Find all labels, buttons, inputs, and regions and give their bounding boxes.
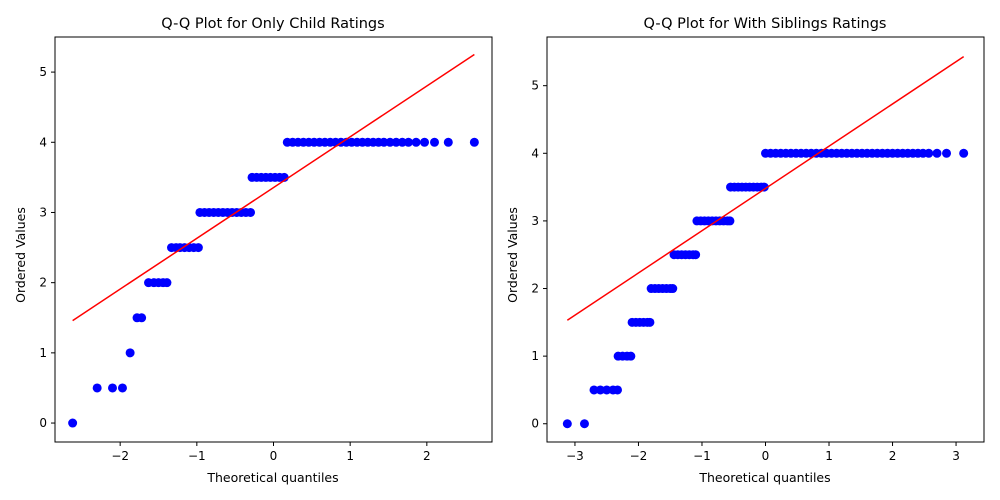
x-tick-label: 2: [889, 449, 897, 463]
y-tick-label: 2: [531, 282, 539, 296]
y-tick-label: 5: [39, 65, 47, 79]
data-point: [759, 182, 769, 192]
y-axis-label: Ordered Values: [13, 207, 28, 303]
x-tick-label: 1: [825, 449, 833, 463]
data-point: [645, 317, 655, 327]
data-point: [68, 418, 78, 428]
data-point: [420, 137, 430, 147]
data-point: [959, 148, 969, 158]
y-tick-label: 3: [531, 214, 539, 228]
plot-area: [562, 55, 969, 429]
x-axis-label: Theoretical quantiles: [698, 470, 830, 485]
axes-frame: [54, 36, 493, 443]
x-tick-label: 2: [423, 449, 431, 463]
x-tick-label: −2: [630, 449, 648, 463]
data-point: [193, 243, 203, 253]
data-point: [469, 137, 479, 147]
data-point: [411, 137, 421, 147]
y-tick-label: 1: [531, 349, 539, 363]
data-point: [562, 419, 572, 429]
x-tick-label: −2: [111, 449, 129, 463]
y-tick-label: 2: [39, 276, 47, 290]
y-tick-label: 3: [39, 205, 47, 219]
y-tick-label: 4: [39, 135, 47, 149]
subplot-with-siblings: Q-Q Plot for With Siblings Ratings Theor…: [505, 16, 985, 485]
data-point: [137, 313, 147, 323]
data-point: [117, 383, 127, 393]
data-point: [626, 351, 636, 361]
data-point: [92, 383, 102, 393]
y-tick-label: 1: [39, 346, 47, 360]
data-point: [691, 250, 701, 260]
data-point: [595, 385, 605, 395]
x-tick-label: −1: [188, 449, 206, 463]
data-point: [108, 383, 117, 393]
data-point: [668, 284, 678, 294]
subplot-only-child: Q-Q Plot for Only Child Ratings Theoreti…: [13, 16, 493, 485]
data-point: [162, 278, 172, 288]
data-point: [932, 148, 942, 158]
axis-ticks: −2 −1 0 1 2 0 1 2 3 4 5: [39, 65, 430, 463]
data-point: [403, 137, 413, 147]
data-point: [579, 419, 589, 429]
x-axis-label: Theoretical quantiles: [206, 470, 338, 485]
reference-line: [566, 55, 965, 321]
y-axis-label: Ordered Values: [505, 207, 520, 303]
data-point: [246, 207, 255, 217]
axis-ticks: −3 −2 −1 0 1 2 3 0 1 2 3 4 5: [531, 79, 960, 463]
data-point: [443, 137, 453, 147]
y-tick-label: 4: [531, 146, 539, 160]
data-point: [924, 148, 934, 158]
y-tick-label: 0: [39, 416, 47, 430]
data-point: [942, 148, 952, 158]
plot-area: [68, 53, 479, 428]
data-point: [613, 385, 623, 395]
data-point: [725, 216, 735, 226]
data-point: [589, 385, 599, 395]
chart-title: Q-Q Plot for With Siblings Ratings: [644, 16, 887, 32]
x-tick-label: 3: [952, 449, 960, 463]
y-tick-label: 0: [531, 417, 539, 431]
x-tick-label: 0: [762, 449, 770, 463]
axes-frame: [546, 36, 985, 443]
chart-title: Q-Q Plot for Only Child Ratings: [161, 16, 384, 32]
data-point: [430, 137, 439, 147]
y-tick-label: 5: [531, 79, 539, 93]
reference-line: [72, 53, 475, 322]
data-point: [602, 385, 612, 395]
x-tick-label: −3: [566, 449, 584, 463]
x-tick-label: −1: [693, 449, 711, 463]
x-tick-label: 0: [270, 449, 278, 463]
x-tick-label: 1: [346, 449, 354, 463]
data-point: [125, 348, 135, 358]
